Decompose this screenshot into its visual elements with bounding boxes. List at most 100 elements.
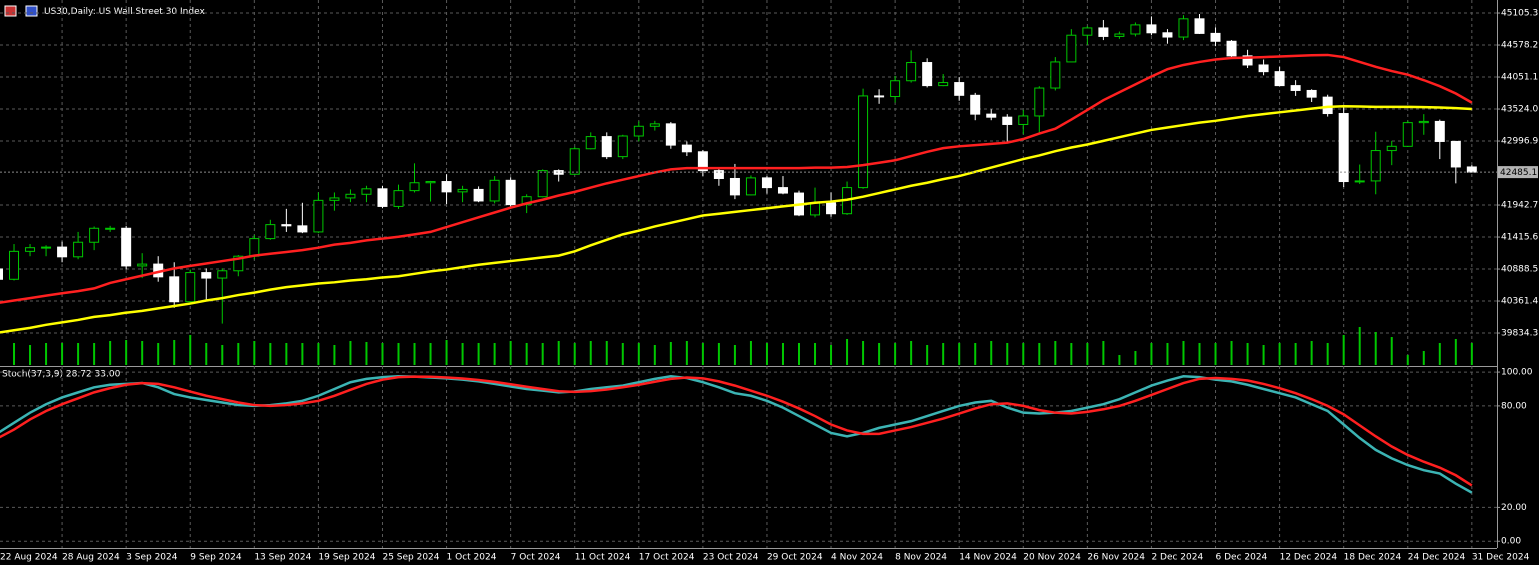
x-tick-label: 1 Oct 2024 <box>447 553 497 563</box>
candle-body <box>169 276 180 303</box>
candle-body <box>249 238 260 257</box>
y-tick-label: 43524.0 <box>1501 105 1538 115</box>
candle-body <box>970 94 981 115</box>
x-tick-label: 6 Dec 2024 <box>1216 553 1268 563</box>
candle-body <box>1210 32 1221 42</box>
x-tick-label: 31 Dec 2024 <box>1472 553 1530 563</box>
candle-body <box>729 177 740 196</box>
candle-body <box>1354 180 1365 183</box>
candle-body <box>9 250 20 280</box>
flag-icon <box>4 5 17 17</box>
candle-body <box>1146 24 1157 34</box>
candle-body <box>329 197 340 201</box>
x-tick-label: 3 Sep 2024 <box>126 553 178 563</box>
candle-body <box>57 246 68 258</box>
candle-body <box>409 182 420 192</box>
moving-average-line <box>0 53 1473 304</box>
x-tick-label: 19 Sep 2024 <box>318 553 375 563</box>
candle-body <box>665 123 676 146</box>
candle-body <box>1194 18 1205 34</box>
candle-body <box>505 179 516 206</box>
current-price-label: 42485.1 <box>1500 168 1537 178</box>
candle-body <box>1066 34 1077 63</box>
candle-body <box>810 202 821 216</box>
candle-body <box>1226 40 1237 57</box>
stochastic-line <box>0 375 1473 494</box>
candle-body <box>41 246 52 249</box>
x-tick-label: 7 Oct 2024 <box>511 553 561 563</box>
candle-body <box>1434 120 1445 142</box>
candle-body <box>185 272 196 303</box>
x-tick-label: 2 Dec 2024 <box>1151 553 1203 563</box>
candle-body <box>1274 71 1285 87</box>
candle-body <box>473 188 484 202</box>
candle-body <box>1418 120 1429 124</box>
y-tick-label: 100.00 <box>1501 368 1533 378</box>
y-tick-label: 20.00 <box>1501 503 1527 513</box>
candle-body <box>137 263 148 267</box>
y-tick-label: 42996.9 <box>1501 137 1538 147</box>
y-tick-label: 39834.3 <box>1501 329 1538 339</box>
candle-body <box>441 181 452 193</box>
candle-body <box>633 125 644 137</box>
candle-body <box>1082 27 1093 36</box>
candle-body <box>361 188 372 195</box>
x-tick-label: 8 Nov 2024 <box>895 553 947 563</box>
candle-body <box>1018 115 1029 125</box>
x-tick-label: 18 Dec 2024 <box>1344 553 1402 563</box>
candle-body <box>697 151 708 172</box>
candle-body <box>89 227 100 243</box>
candle-body <box>761 177 772 189</box>
candle-body <box>73 241 84 258</box>
candle-body <box>297 225 308 233</box>
candle-body <box>1258 64 1269 73</box>
candle-body <box>986 113 997 118</box>
candle-body <box>1050 61 1061 89</box>
candle-body <box>1290 85 1301 91</box>
candle-body <box>1098 27 1109 37</box>
x-tick-label: 23 Oct 2024 <box>703 553 759 563</box>
candle-body <box>265 224 276 240</box>
current-price-box <box>1498 166 1538 179</box>
y-tick-label: 44051.1 <box>1501 73 1538 83</box>
candle-body <box>345 193 356 199</box>
candle-body <box>1114 33 1125 37</box>
candle-body <box>569 148 580 175</box>
candle-body <box>1242 55 1253 66</box>
candle-body <box>617 135 628 158</box>
candle-body <box>201 272 212 279</box>
candle-body <box>649 123 660 127</box>
x-tick-label: 26 Nov 2024 <box>1087 553 1145 563</box>
candle-body <box>954 82 965 96</box>
x-tick-label: 17 Oct 2024 <box>639 553 695 563</box>
candle-body <box>537 170 548 198</box>
candle-body <box>1002 116 1013 125</box>
candle-body <box>393 190 404 207</box>
chart-title: US30,Daily: US Wall Street 30 Index <box>44 7 205 17</box>
candle-body <box>25 247 36 252</box>
candle-body <box>601 136 612 158</box>
x-tick-label: 11 Oct 2024 <box>575 553 631 563</box>
candle-body <box>1162 32 1173 38</box>
y-tick-label: 44578.2 <box>1501 41 1538 51</box>
candle-body <box>1450 140 1461 168</box>
candle-body <box>585 136 596 150</box>
y-tick-label: 40888.5 <box>1501 265 1538 275</box>
x-tick-label: 28 Aug 2024 <box>62 553 120 563</box>
candle-body <box>1386 145 1397 152</box>
candle-body <box>1466 166 1477 173</box>
candle-body <box>858 95 869 189</box>
candle-body <box>1130 24 1141 35</box>
candle-body <box>1178 18 1189 38</box>
candle-body <box>922 62 933 87</box>
candle-body <box>121 227 132 267</box>
x-tick-label: 9 Sep 2024 <box>190 553 242 563</box>
x-tick-label: 29 Oct 2024 <box>767 553 823 563</box>
x-tick-label: 14 Nov 2024 <box>959 553 1017 563</box>
chart-icon <box>25 5 38 17</box>
candle-body <box>233 255 244 272</box>
candle-body <box>745 177 756 196</box>
x-tick-label: 25 Sep 2024 <box>382 553 439 563</box>
candle-body <box>713 170 724 179</box>
